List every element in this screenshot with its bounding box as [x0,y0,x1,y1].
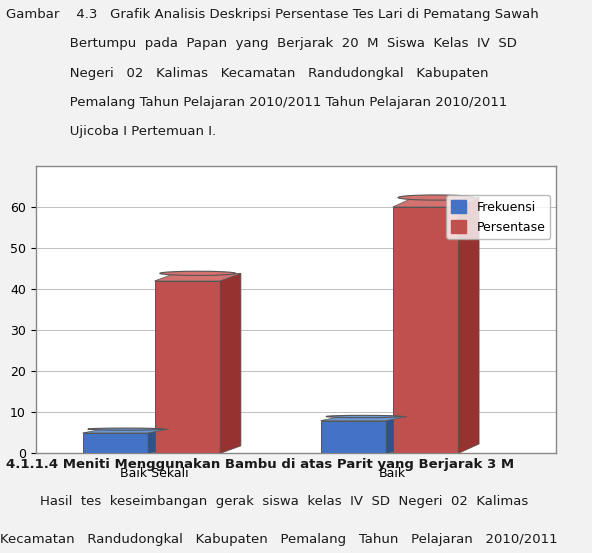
Ellipse shape [160,271,236,275]
Text: Negeri   02   Kalimas   Kecamatan   Randudongkal   Kabupaten: Negeri 02 Kalimas Kecamatan Randudongkal… [6,66,488,80]
Polygon shape [386,416,407,453]
Bar [321,421,386,453]
Legend: Frekuensi, Persentase: Frekuensi, Persentase [446,195,550,239]
Text: Pemalang Tahun Pelajaran 2010/2011 Tahun Pelajaran 2010/2011: Pemalang Tahun Pelajaran 2010/2011 Tahun… [6,96,507,109]
Ellipse shape [160,444,236,448]
Ellipse shape [398,441,474,447]
Text: Gambar    4.3   Grafik Analisis Deskripsi Persentase Tes Lari di Pematang Sawah: Gambar 4.3 Grafik Analisis Deskripsi Per… [6,8,539,21]
Bar [392,207,458,453]
Ellipse shape [88,448,163,451]
Polygon shape [392,197,479,207]
Text: Kecamatan   Randudongkal   Kabupaten   Pemalang   Tahun   Pelajaran   2010/2011: Kecamatan Randudongkal Kabupaten Pemalan… [0,533,558,546]
Polygon shape [321,416,407,421]
Bar [155,281,220,453]
Ellipse shape [88,428,163,430]
Text: Ujicoba I Pertemuan I.: Ujicoba I Pertemuan I. [6,126,216,138]
Text: 4.1.1.4 Meniti Menggunakan Bambu di atas Parit yang Berjarak 3 M: 4.1.1.4 Meniti Menggunakan Bambu di atas… [6,458,514,472]
Polygon shape [82,429,169,433]
Ellipse shape [398,195,474,200]
Ellipse shape [326,415,402,418]
Text: Hasil  tes  keseimbangan  gerak  siswa  kelas  IV  SD  Negeri  02  Kalimas: Hasil tes keseimbangan gerak siswa kelas… [6,495,528,508]
Polygon shape [155,273,241,281]
Text: Bertumpu  pada  Papan  yang  Berjarak  20  M  Siswa  Kelas  IV  SD: Bertumpu pada Papan yang Berjarak 20 M S… [6,37,517,50]
Bar [82,433,148,453]
Polygon shape [458,197,479,453]
Ellipse shape [326,448,402,451]
Polygon shape [220,273,241,453]
Polygon shape [148,429,169,453]
